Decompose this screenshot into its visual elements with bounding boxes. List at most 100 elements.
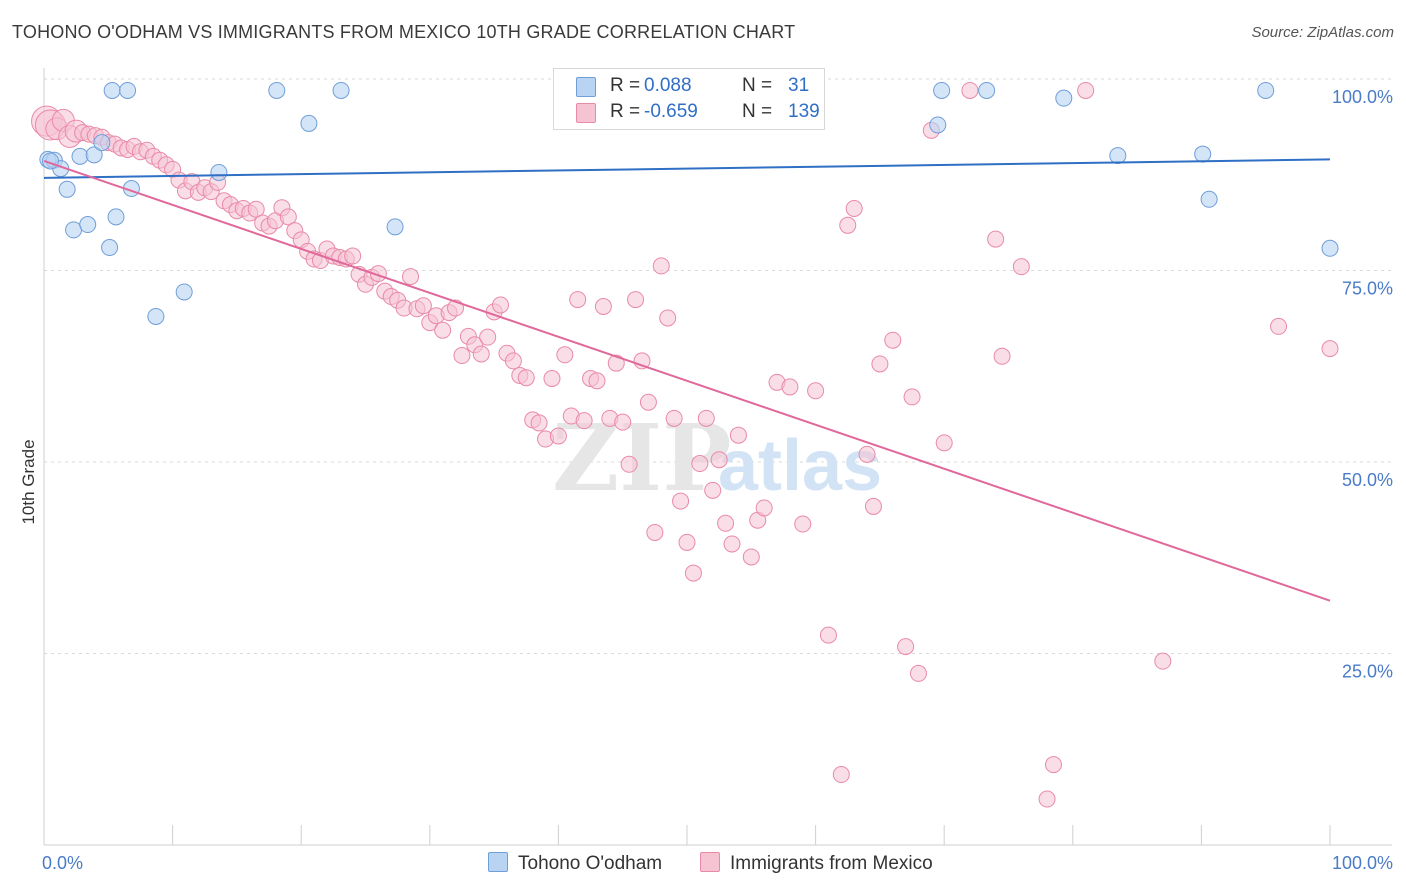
point-immigrants-from-mexico: [627, 291, 645, 309]
point-immigrants-from-mexico: [807, 382, 825, 400]
point-immigrants-from-mexico: [569, 291, 587, 309]
point-tohono-oodham: [933, 81, 951, 99]
x-tick-label: 100.0%: [1332, 853, 1393, 873]
point-tohono-oodham: [107, 208, 125, 226]
point-immigrants-from-mexico: [1270, 317, 1288, 335]
point-immigrants-from-mexico: [819, 626, 837, 644]
bottom-legend-label: Immigrants from Mexico: [730, 853, 933, 874]
point-tohono-oodham: [119, 81, 137, 99]
point-immigrants-from-mexico: [1154, 652, 1172, 670]
point-tohono-oodham: [79, 216, 97, 234]
point-tohono-oodham: [1257, 81, 1275, 99]
point-immigrants-from-mexico: [614, 413, 632, 431]
trend-lines: [43, 158, 1331, 602]
legend-swatch-blue: [576, 77, 596, 97]
point-immigrants-from-mexico: [723, 535, 741, 553]
point-immigrants-from-mexico: [884, 331, 902, 349]
point-immigrants-from-mexico: [1045, 756, 1063, 774]
point-tohono-oodham: [71, 147, 89, 165]
bottom-legend-swatch-blue: [488, 852, 508, 872]
grid-lines: [44, 78, 1392, 654]
point-immigrants-from-mexico: [588, 372, 606, 390]
point-immigrants-from-mexico: [402, 268, 420, 286]
point-immigrants-from-mexico: [794, 515, 812, 533]
bottom-legend-mexico: Immigrants from Mexico: [700, 852, 933, 875]
point-tohono-oodham: [101, 239, 119, 257]
point-immigrants-from-mexico: [993, 347, 1011, 365]
legend-swatch-pink: [576, 103, 596, 123]
point-immigrants-from-mexico: [344, 247, 362, 265]
point-immigrants-from-mexico: [755, 499, 773, 517]
point-immigrants-from-mexico: [472, 345, 490, 363]
x-tick-label: 0.0%: [42, 853, 83, 873]
bottom-legend-label: Tohono O'odham: [518, 853, 663, 874]
legend-r-label: R =: [610, 75, 641, 96]
point-immigrants-from-mexico: [697, 409, 715, 427]
point-immigrants-from-mexico: [479, 328, 497, 346]
point-tohono-oodham: [147, 307, 165, 325]
point-immigrants-from-mexico: [864, 497, 882, 515]
chart-source: Source: ZipAtlas.com: [1251, 24, 1394, 41]
point-tohono-oodham: [929, 116, 947, 134]
point-immigrants-from-mexico: [684, 564, 702, 582]
point-immigrants-from-mexico: [556, 346, 574, 364]
point-immigrants-from-mexico: [639, 393, 657, 411]
y-tick-label: 25.0%: [1342, 662, 1393, 682]
series-immigrants-from-mexico: [31, 81, 1339, 808]
point-immigrants-from-mexico: [543, 370, 561, 388]
point-immigrants-from-mexico: [1321, 340, 1339, 358]
point-immigrants-from-mexico: [909, 664, 927, 682]
axes: [43, 68, 1392, 846]
point-tohono-oodham: [93, 134, 111, 152]
point-immigrants-from-mexico: [710, 451, 728, 469]
point-tohono-oodham: [1194, 145, 1212, 163]
point-tohono-oodham: [268, 81, 286, 99]
point-immigrants-from-mexico: [549, 427, 567, 445]
trend-line-tohono-oodham: [43, 158, 1331, 179]
point-immigrants-from-mexico: [279, 208, 297, 226]
y-axis-title: 10th Grade: [19, 439, 38, 524]
y-tick-label: 50.0%: [1342, 470, 1393, 490]
point-immigrants-from-mexico: [935, 434, 953, 452]
point-immigrants-from-mexico: [453, 347, 471, 365]
point-immigrants-from-mexico: [659, 309, 677, 327]
trend-line-immigrants-from-mexico: [43, 160, 1331, 602]
chart-title: TOHONO O'ODHAM VS IMMIGRANTS FROM MEXICO…: [12, 22, 796, 42]
point-immigrants-from-mexico: [845, 199, 863, 217]
point-immigrants-from-mexico: [781, 378, 799, 396]
point-immigrants-from-mexico: [742, 548, 760, 566]
point-immigrants-from-mexico: [414, 297, 432, 315]
point-immigrants-from-mexico: [247, 200, 265, 218]
point-immigrants-from-mexico: [646, 523, 664, 541]
bottom-legend-tohono: Tohono O'odham: [488, 852, 662, 875]
point-immigrants-from-mexico: [492, 296, 510, 314]
point-tohono-oodham: [332, 81, 350, 99]
legend-n-label: N =: [742, 75, 773, 96]
point-immigrants-from-mexico: [594, 298, 612, 316]
point-immigrants-from-mexico: [1077, 81, 1095, 99]
point-tohono-oodham: [978, 81, 996, 99]
point-tohono-oodham: [58, 180, 76, 198]
point-immigrants-from-mexico: [704, 481, 722, 499]
point-immigrants-from-mexico: [665, 409, 683, 427]
correlation-legend: R = 0.088 N = 31 R = -0.659 N = 139: [553, 68, 825, 130]
point-immigrants-from-mexico: [678, 533, 696, 551]
point-tohono-oodham: [1055, 89, 1073, 107]
point-immigrants-from-mexico: [434, 321, 452, 339]
axis-labels: 25.0% 50.0% 75.0% 100.0% 0.0% 100.0% 10th Grad…: [19, 87, 1393, 873]
legend-n-label: N =: [742, 101, 773, 122]
point-immigrants-from-mexico: [858, 445, 876, 463]
point-immigrants-from-mexico: [987, 230, 1005, 248]
point-immigrants-from-mexico: [504, 352, 522, 370]
point-immigrants-from-mexico: [961, 81, 979, 99]
legend-r-value: -0.659: [644, 101, 698, 122]
y-tick-label: 100.0%: [1332, 87, 1393, 107]
point-tohono-oodham: [386, 218, 404, 236]
point-immigrants-from-mexico: [717, 514, 735, 532]
legend-n-value: 31: [788, 75, 810, 96]
bottom-legend-swatch-pink: [700, 852, 720, 872]
point-tohono-oodham: [1200, 190, 1218, 208]
point-immigrants-from-mexico: [672, 492, 690, 510]
point-immigrants-from-mexico: [1038, 790, 1056, 808]
point-immigrants-from-mexico: [871, 355, 889, 373]
